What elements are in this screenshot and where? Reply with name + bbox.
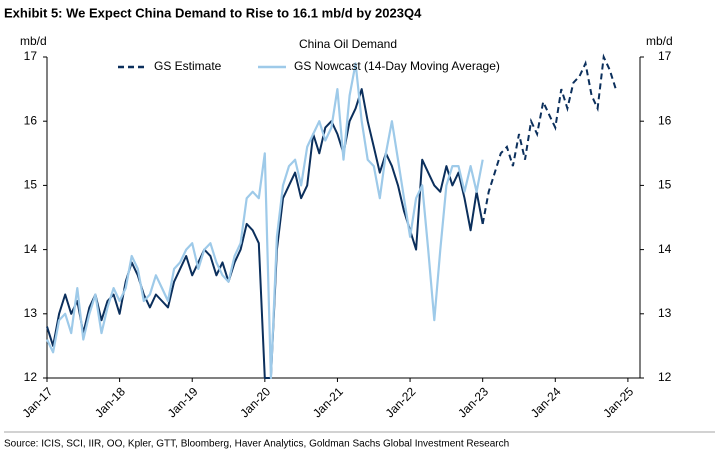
y2-tick-label: 17 bbox=[658, 49, 672, 63]
y-tick-label: 13 bbox=[24, 306, 38, 320]
x-tick-label: Jan-22 bbox=[383, 384, 419, 420]
y-axis-label: mb/d bbox=[20, 34, 47, 48]
x-tick-label: Jan-18 bbox=[92, 384, 128, 420]
y2-tick-label: 12 bbox=[658, 370, 672, 384]
x-tick-label: Jan-21 bbox=[310, 384, 346, 420]
y-tick-label: 16 bbox=[24, 113, 38, 127]
legend-label: GS Estimate bbox=[154, 59, 222, 73]
x-tick-label: Jan-19 bbox=[165, 384, 201, 420]
y-tick-label: 12 bbox=[24, 370, 38, 384]
series-line bbox=[46, 88, 484, 379]
series-line bbox=[46, 62, 484, 380]
x-tick-label: Jan-25 bbox=[600, 384, 636, 420]
y-tick-label: 14 bbox=[24, 242, 38, 256]
x-tick-label: Jan-17 bbox=[20, 384, 56, 420]
x-tick-label: Jan-24 bbox=[528, 384, 564, 420]
source-note: Source: ICIS, SCI, IIR, OO, Kpler, GTT, … bbox=[4, 439, 509, 450]
y2-tick-label: 14 bbox=[658, 242, 672, 256]
y2-tick-label: 13 bbox=[658, 306, 672, 320]
chart-subtitle: China Oil Demand bbox=[299, 37, 397, 51]
chart-title: Exhibit 5: We Expect China Demand to Ris… bbox=[4, 5, 422, 20]
y-tick-label: 15 bbox=[24, 178, 38, 192]
y2-tick-label: 16 bbox=[658, 113, 672, 127]
x-tick-label: Jan-23 bbox=[455, 384, 491, 420]
x-tick-label: Jan-20 bbox=[237, 384, 273, 420]
legend-label: GS Nowcast (14-Day Moving Average) bbox=[294, 59, 500, 73]
y2-tick-label: 15 bbox=[658, 178, 672, 192]
y2-axis-label: mb/d bbox=[646, 34, 673, 48]
y-tick-label: 17 bbox=[24, 49, 38, 63]
series-line-forecast bbox=[481, 53, 617, 225]
